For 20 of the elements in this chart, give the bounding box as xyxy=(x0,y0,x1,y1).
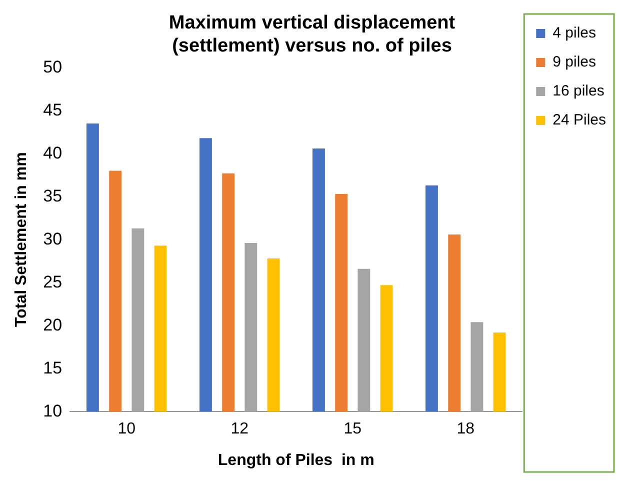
chart-title: Maximum vertical displacement (settlement) versus no. of piles xyxy=(168,12,456,56)
y-tick-label: 45 xyxy=(43,100,62,120)
x-axis-title: Length of Piles in m xyxy=(218,452,374,469)
y-tick-label: 30 xyxy=(43,229,62,248)
legend-label: 4 piles xyxy=(552,24,596,42)
y-tick-label: 35 xyxy=(43,186,62,206)
legend-label: 16 piles xyxy=(552,82,604,100)
y-tick-label: 20 xyxy=(43,315,62,334)
x-tick-label: 10 xyxy=(118,420,136,438)
legend-label: 24 Piles xyxy=(552,112,606,129)
x-tick-label: 18 xyxy=(456,420,475,438)
y-tick-label: 50 xyxy=(43,57,62,76)
x-tick-label: 15 xyxy=(344,420,362,438)
legend-label: 9 piles xyxy=(552,54,596,71)
x-tick-label: 12 xyxy=(230,420,249,438)
y-tick-label: 15 xyxy=(43,358,62,378)
y-tick-label: 25 xyxy=(43,272,62,292)
y-tick-label: 10 xyxy=(43,401,62,420)
y-tick-label: 40 xyxy=(43,143,62,162)
y-axis-title: Total Settlement in mm xyxy=(13,152,30,328)
